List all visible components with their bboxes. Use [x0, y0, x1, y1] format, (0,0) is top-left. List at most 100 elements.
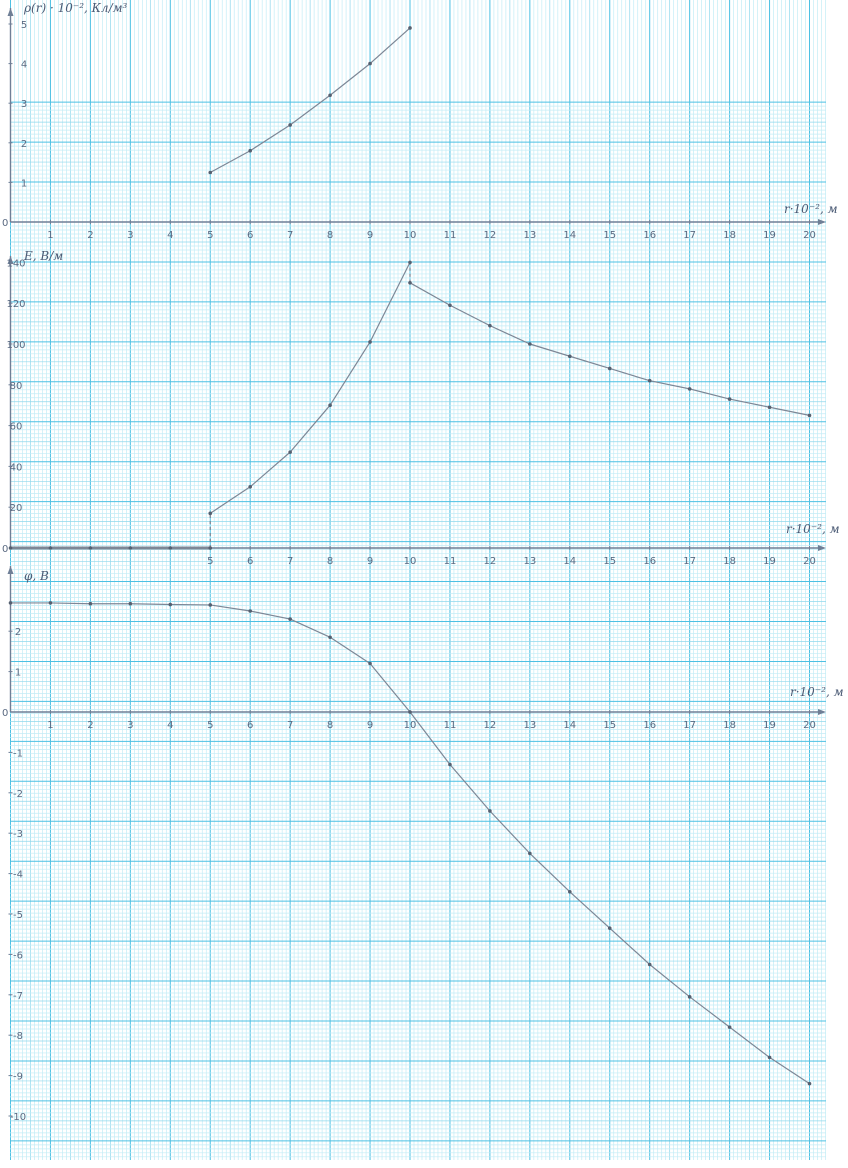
chart-potential: 01 2 3 4 5 6 7 8 9 10 11 12 13 14 15 16 17 18 19 2021-1-2-3… — [2, 566, 844, 1123]
x-tick-label: 17 — [683, 230, 696, 241]
y-tick-label: 2 — [21, 139, 27, 150]
x-tick-label: 10 — [404, 556, 417, 567]
data-point — [48, 601, 53, 605]
data-point — [767, 405, 772, 410]
x-tick-label: 18 — [723, 230, 736, 241]
x-tick-label: 20 — [803, 720, 816, 731]
y-tick-label: 2 — [15, 627, 21, 638]
x-tick-label: 15 — [603, 720, 616, 731]
data-point — [687, 387, 692, 391]
x-tick-label: 16 — [643, 556, 656, 567]
x-tick-label: 16 — [643, 720, 656, 731]
y-tick-label: 60 — [10, 422, 23, 433]
x-tick-label: 8 — [327, 556, 333, 567]
x-tick-label: 15 — [603, 230, 616, 241]
y-tick-label: 4 — [21, 60, 27, 71]
data-point — [8, 546, 13, 550]
data-point — [328, 93, 332, 98]
data-point — [807, 413, 812, 418]
x-tick-label: 14 — [563, 720, 576, 731]
data-point — [288, 123, 292, 127]
origin-label: 0 — [2, 544, 8, 555]
x-tick-label: 12 — [484, 720, 497, 731]
y-tick-label: -10 — [10, 1112, 26, 1123]
y-tick-label: 5 — [21, 20, 27, 31]
data-point — [88, 546, 93, 550]
data-point — [48, 546, 53, 550]
data-point — [328, 403, 332, 408]
data-point — [168, 546, 173, 550]
y-axis-arrow — [7, 8, 14, 16]
data-point — [328, 635, 332, 640]
data-point — [248, 148, 252, 153]
x-tick-label: 8 — [327, 720, 333, 731]
x-tick-label: 5 — [207, 720, 213, 731]
y-tick-label: -9 — [13, 1072, 23, 1083]
data-point — [368, 661, 372, 666]
x-tick-label: 19 — [763, 556, 776, 567]
x-tick-label: 7 — [287, 230, 293, 241]
data-point — [767, 1055, 772, 1060]
x-tick-label: 7 — [287, 720, 293, 731]
data-point — [448, 303, 452, 308]
x-tick-label: 18 — [723, 720, 736, 731]
chart-density: 01 2 3 4 5 6 7 8 9 10 11 12 13 14 15 16 17 18 19 2012345r·1… — [2, 1, 838, 241]
x-tick-label: 7 — [287, 556, 293, 567]
data-point — [647, 378, 652, 383]
x-tick-label: 1 — [47, 230, 53, 241]
data-point — [687, 995, 692, 999]
data-point — [208, 511, 213, 516]
x-tick-label: 18 — [723, 556, 736, 567]
x-tick-label: 3 — [127, 230, 133, 241]
x-tick-label: 12 — [484, 230, 497, 241]
x-axis-arrow — [818, 709, 826, 715]
grid-lines — [10, 0, 826, 1160]
x-tick-label: 13 — [523, 720, 536, 731]
x-tick-label: 5 — [207, 556, 213, 567]
data-point — [807, 1081, 812, 1086]
data-point — [488, 809, 492, 813]
x-tick-label: 3 — [127, 720, 133, 731]
y-tick-label: -2 — [13, 789, 23, 800]
data-point — [88, 601, 93, 606]
x-tick-label: 9 — [367, 556, 373, 567]
x-axis-label: r·10⁻², м — [790, 685, 844, 699]
x-tick-label: 2 — [87, 230, 93, 241]
x-tick-label: 19 — [763, 230, 776, 241]
data-point — [368, 61, 372, 66]
x-tick-label: 13 — [523, 556, 536, 567]
x-axis-arrow — [818, 545, 826, 551]
x-tick-label: 2 — [87, 720, 93, 731]
data-point — [607, 926, 612, 930]
x-axis-label: r·10⁻², м — [786, 522, 840, 536]
data-point — [208, 603, 213, 607]
y-tick-label: -1 — [13, 748, 23, 759]
x-tick-label: 15 — [603, 556, 616, 567]
x-tick-label: 20 — [803, 230, 816, 241]
y-tick-label: 40 — [10, 462, 23, 473]
data-point — [448, 762, 452, 767]
data-point — [528, 851, 532, 856]
x-tick-label: 1 — [47, 720, 53, 731]
y-tick-label: 80 — [10, 381, 23, 392]
y-tick-label: 20 — [10, 503, 23, 514]
y-tick-label: 120 — [6, 299, 25, 310]
data-point — [647, 962, 652, 967]
x-tick-label: 11 — [444, 556, 457, 567]
x-tick-label: 6 — [247, 556, 253, 567]
data-point — [248, 609, 252, 613]
x-tick-label: 16 — [643, 230, 656, 241]
x-tick-label: 14 — [563, 556, 576, 567]
x-tick-label: 13 — [523, 230, 536, 241]
x-axis-arrow — [818, 219, 826, 225]
x-tick-label: 10 — [404, 230, 417, 241]
y-axis-label: E, В/м — [23, 249, 63, 263]
x-tick-label: 6 — [247, 720, 253, 731]
data-point — [8, 601, 13, 605]
origin-label: 0 — [2, 218, 8, 229]
y-tick-label: -7 — [13, 991, 23, 1002]
data-point — [607, 366, 612, 371]
y-axis-label: φ, В — [24, 569, 49, 583]
